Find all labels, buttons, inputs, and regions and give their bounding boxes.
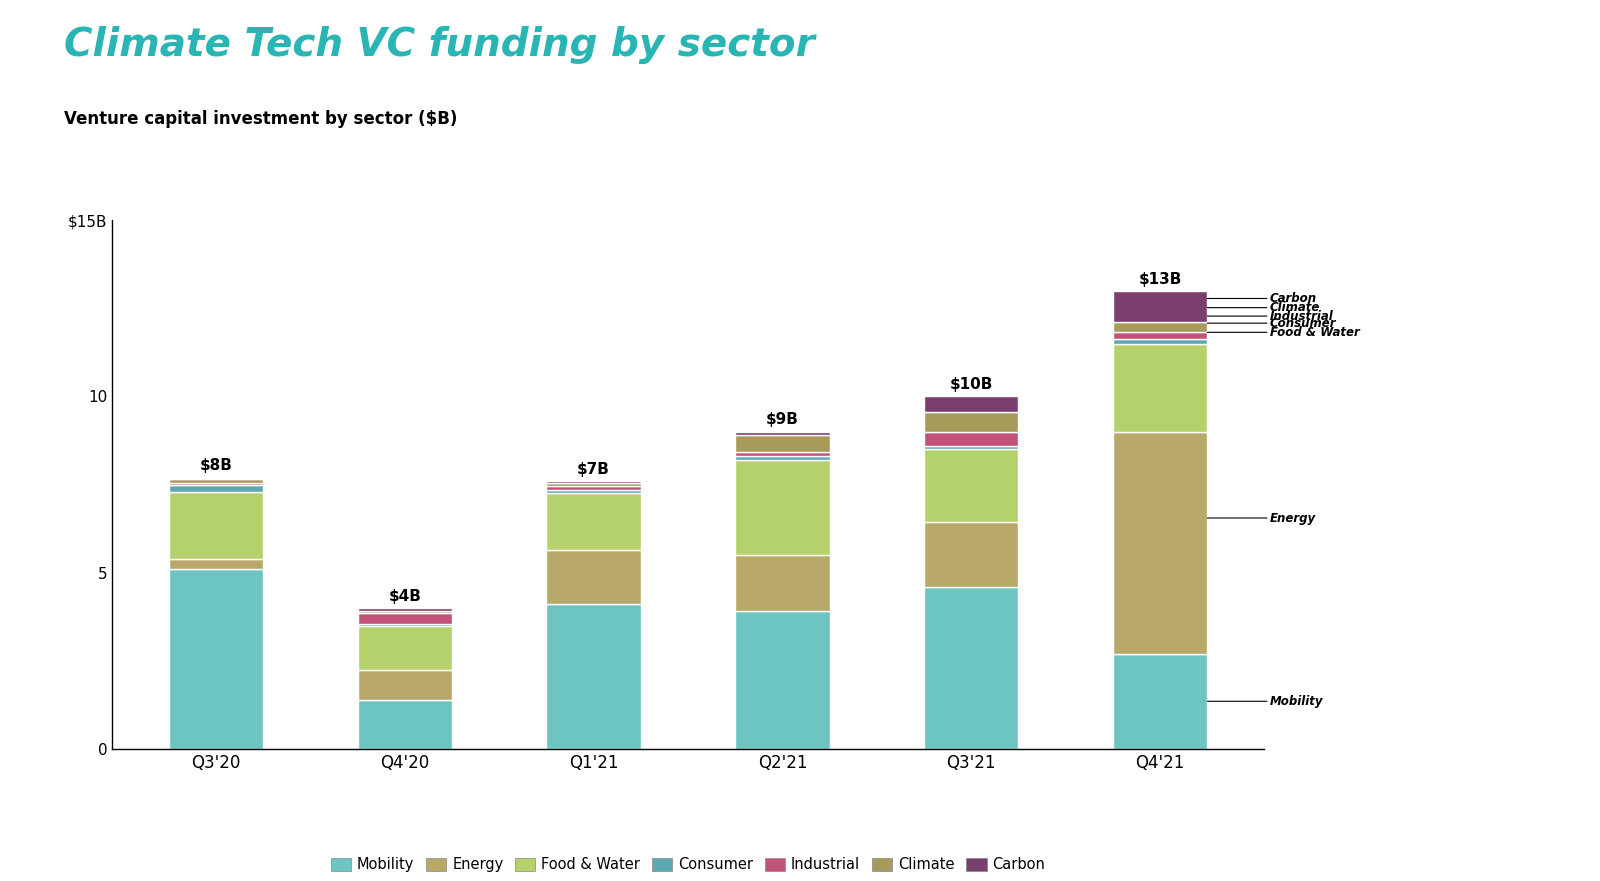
Bar — [1114, 322, 1208, 332]
Bar — [357, 608, 451, 611]
Text: $8B: $8B — [200, 458, 232, 473]
Bar — [736, 432, 830, 435]
Text: $7B: $7B — [578, 462, 610, 477]
Text: Industrial: Industrial — [1208, 309, 1333, 322]
Bar — [1114, 344, 1208, 432]
Text: Food & Water: Food & Water — [1208, 326, 1360, 339]
Bar — [925, 449, 1019, 522]
Bar — [1114, 432, 1208, 654]
Bar — [736, 435, 830, 452]
Bar — [925, 412, 1019, 432]
Bar — [357, 613, 451, 624]
Bar — [357, 670, 451, 700]
Bar — [736, 611, 830, 749]
Bar — [1114, 654, 1208, 749]
Text: Carbon: Carbon — [1208, 292, 1317, 305]
Bar — [925, 447, 1019, 449]
Text: Energy: Energy — [1208, 512, 1315, 524]
Bar — [925, 587, 1019, 749]
Legend: Mobility, Energy, Food & Water, Consumer, Industrial, Climate, Carbon: Mobility, Energy, Food & Water, Consumer… — [325, 851, 1051, 878]
Bar — [546, 483, 640, 485]
Bar — [1114, 332, 1208, 339]
Bar — [168, 479, 262, 483]
Bar — [168, 478, 262, 479]
Text: Climate: Climate — [1208, 301, 1320, 315]
Text: Climate Tech VC funding by sector: Climate Tech VC funding by sector — [64, 26, 814, 64]
Bar — [736, 555, 830, 611]
Bar — [168, 569, 262, 749]
Text: V: V — [1394, 90, 1418, 119]
Bar — [168, 483, 262, 485]
Text: Venture capital investment by sector ($B): Venture capital investment by sector ($B… — [64, 110, 458, 128]
Bar — [357, 611, 451, 613]
Bar — [357, 700, 451, 749]
Text: $13B: $13B — [1139, 271, 1182, 286]
Bar — [546, 493, 640, 550]
Bar — [546, 490, 640, 493]
Text: C: C — [1454, 90, 1477, 119]
Bar — [546, 485, 640, 490]
Bar — [736, 452, 830, 456]
Text: $9B: $9B — [766, 412, 798, 427]
Text: $4B: $4B — [389, 589, 421, 603]
Bar — [736, 456, 830, 460]
Bar — [1114, 291, 1208, 322]
Text: Mobility: Mobility — [1208, 695, 1323, 707]
Bar — [1114, 339, 1208, 344]
Bar — [168, 485, 262, 492]
Bar — [357, 624, 451, 626]
Text: $10B: $10B — [949, 377, 994, 392]
Bar — [736, 460, 830, 555]
Bar — [925, 522, 1019, 587]
Bar — [357, 626, 451, 670]
Bar — [168, 492, 262, 559]
Bar — [546, 481, 640, 483]
Bar — [925, 432, 1019, 447]
Text: Consumer: Consumer — [1208, 316, 1336, 329]
Bar — [546, 604, 640, 749]
Bar — [168, 559, 262, 569]
Text: T: T — [1456, 40, 1477, 69]
Bar — [546, 550, 640, 604]
Text: C: C — [1395, 40, 1418, 69]
Bar — [925, 396, 1019, 412]
